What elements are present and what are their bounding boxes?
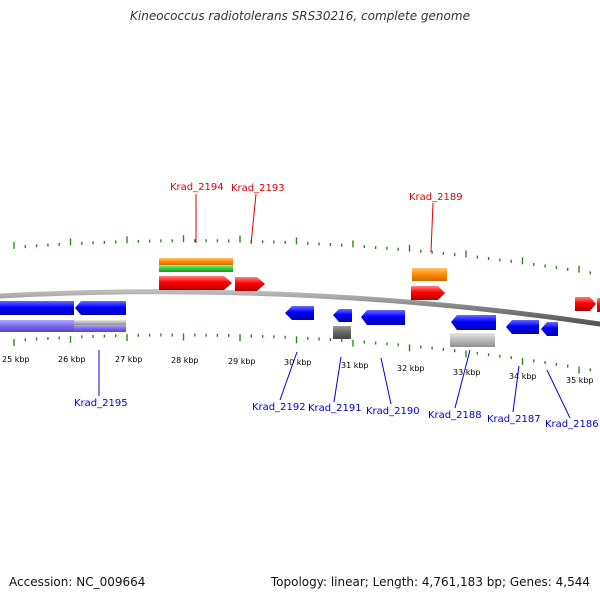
gene-label-krad-2193[interactable]: Krad_2193	[231, 183, 285, 194]
scale-label: 27 kbp	[115, 355, 143, 364]
cds-feature[interactable]	[74, 325, 126, 332]
gene-labels: Krad_2194 Krad_2193 Krad_2189 Krad_2195 …	[74, 182, 599, 430]
gene-arrow-krad-2187[interactable]	[506, 320, 539, 334]
gene-arrow-forward[interactable]	[597, 298, 600, 312]
gene-arrow-forward[interactable]	[575, 297, 596, 311]
reverse-strand-genes	[0, 301, 558, 347]
other-feature[interactable]	[450, 333, 495, 347]
leader-line	[512, 365, 520, 413]
gene-leader-lines	[98, 193, 571, 419]
scale-label: 35 kbp	[566, 376, 594, 385]
rna-feature[interactable]	[159, 258, 233, 265]
genome-summary-text: Topology: linear; Length: 4,761,183 bp; …	[270, 575, 590, 589]
gene-arrow-krad-2193[interactable]	[235, 277, 265, 291]
gene-arrow-krad-2188[interactable]	[451, 315, 496, 330]
gene-arrow-krad-2195[interactable]	[75, 301, 126, 315]
rna-feature[interactable]	[412, 268, 447, 281]
cds-feature[interactable]	[159, 265, 233, 272]
scale-label: 25 kbp	[2, 355, 30, 364]
gene-label-krad-2189[interactable]: Krad_2189	[409, 192, 463, 203]
gene-arrow-krad-2190[interactable]	[361, 310, 405, 325]
gene-arrow-krad-2192[interactable]	[285, 306, 314, 320]
cds-feature[interactable]	[0, 320, 74, 332]
scale-label: 31 kbp	[341, 361, 369, 370]
scale-label: 32 kbp	[397, 364, 425, 373]
scale-label: 34 kbp	[509, 372, 537, 381]
leader-line	[380, 357, 392, 405]
gene-label-krad-2190[interactable]: Krad_2190	[366, 406, 420, 417]
gene-label-krad-2194[interactable]: Krad_2194	[170, 182, 224, 193]
forward-strand-genes	[159, 258, 600, 312]
leader-line	[546, 369, 571, 419]
gene-label-krad-2192[interactable]: Krad_2192	[252, 402, 306, 413]
scale-label: 33 kbp	[453, 368, 481, 377]
leader-line	[430, 202, 434, 253]
gene-arrow-krad-2186[interactable]	[541, 322, 558, 336]
scale-labels: 25 kbp 26 kbp 27 kbp 28 kbp 29 kbp 30 kb…	[2, 355, 594, 385]
genome-backbone	[0, 289, 600, 327]
scale-label: 30 kbp	[284, 358, 312, 367]
gene-label-krad-2195[interactable]: Krad_2195	[74, 398, 128, 409]
scale-label: 28 kbp	[171, 356, 199, 365]
gene-arrow-krad-2191[interactable]	[333, 309, 352, 322]
accession-text: Accession: NC_009664	[9, 575, 146, 589]
upper-tick-track	[13, 235, 591, 275]
other-feature[interactable]	[333, 326, 351, 339]
gene-arrow-krad-2189[interactable]	[411, 286, 445, 300]
gene-arrow-reverse[interactable]	[0, 301, 74, 315]
gene-label-krad-2191[interactable]: Krad_2191	[308, 403, 362, 414]
leader-line	[279, 351, 298, 401]
cds-feature[interactable]	[74, 320, 126, 325]
genome-title: Kineococcus radiotolerans SRS30216, comp…	[130, 9, 470, 23]
gene-label-krad-2187[interactable]: Krad_2187	[487, 414, 541, 425]
leader-line	[333, 356, 342, 403]
gene-label-krad-2186[interactable]: Krad_2186	[545, 419, 599, 430]
leader-line	[454, 349, 471, 409]
scale-label: 26 kbp	[58, 355, 86, 364]
gene-label-krad-2188[interactable]: Krad_2188	[428, 410, 482, 421]
scale-label: 29 kbp	[228, 357, 256, 366]
lower-tick-track	[13, 333, 591, 374]
leader-line	[250, 193, 257, 245]
gene-arrow-krad-2194[interactable]	[159, 276, 232, 290]
